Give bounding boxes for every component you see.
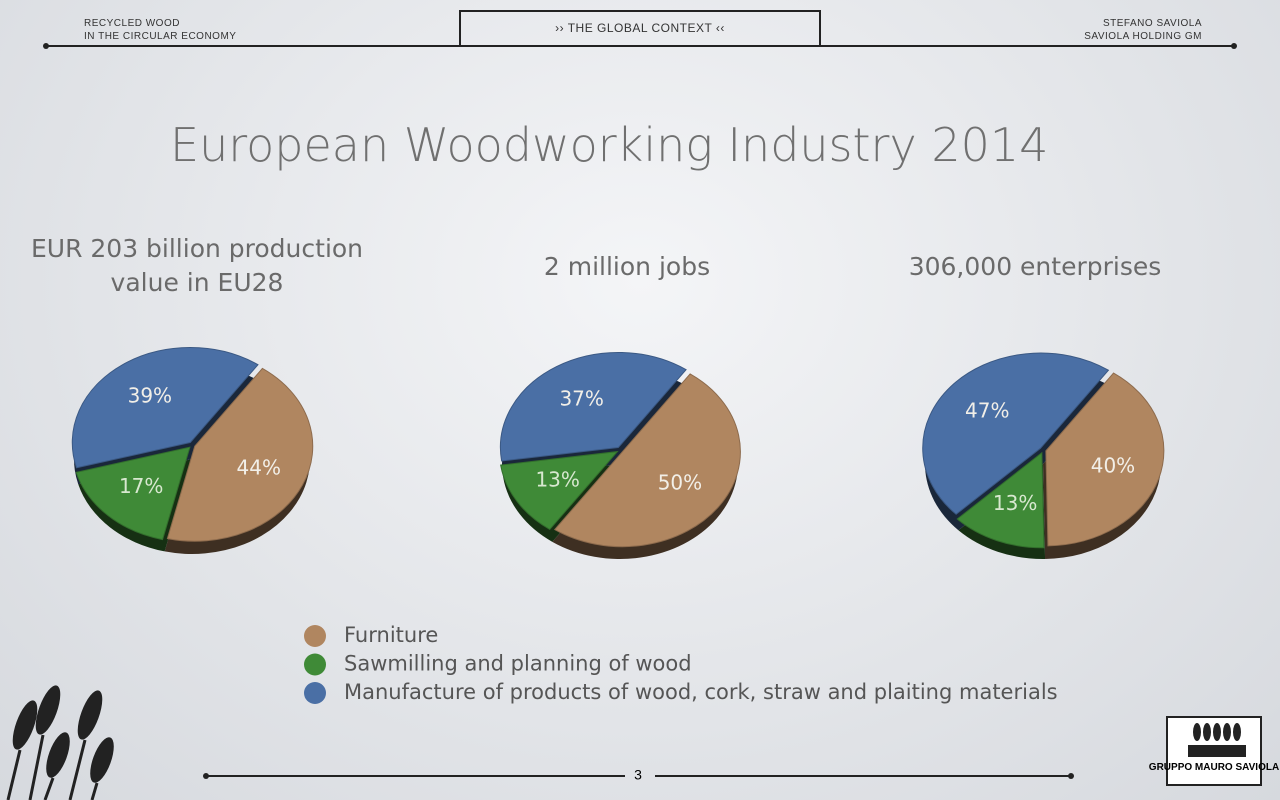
data-label: 50%: [658, 470, 702, 494]
page-number: 3: [634, 767, 642, 783]
slice: [500, 450, 619, 531]
header-box: [459, 10, 821, 47]
data-label: 40%: [1091, 454, 1135, 478]
legend-swatch: [304, 682, 326, 704]
slice: [499, 351, 687, 462]
data-label: 13%: [535, 467, 579, 491]
data-label: 17%: [119, 474, 163, 498]
legend-swatch: [304, 653, 326, 676]
legend-label: Manufacture of products of wood, cork, s…: [344, 680, 1058, 704]
slice: [166, 367, 314, 542]
slice: [1045, 372, 1165, 547]
data-label: 13%: [993, 491, 1037, 515]
header-text: STEFANO SAVIOLA: [1102, 18, 1202, 29]
legend-swatch: [304, 625, 326, 647]
chart-title: 306,000 enterprises: [908, 252, 1162, 281]
data-label: 47%: [965, 398, 1009, 422]
slice: [553, 373, 741, 548]
logo-trees: [1188, 723, 1246, 757]
data-label: 39%: [128, 383, 172, 407]
header-center: ›› THE GLOBAL CONTEXT ‹‹: [555, 21, 725, 35]
chart-title: 2 million jobs: [543, 252, 711, 281]
header-text: RECYCLED WOOD: [84, 18, 180, 29]
rule-end: [1068, 773, 1074, 779]
data-label: 37%: [559, 386, 603, 410]
slice: [71, 347, 259, 469]
slide-title: European Woodworking Industry 2014: [170, 118, 1049, 172]
logo-text: GRUPPO MAURO SAVIOLA: [1149, 762, 1279, 773]
slice: [956, 451, 1045, 549]
header-left: RECYCLED WOOD IN THE CIRCULAR ECONOMY: [84, 17, 236, 43]
legend-label: Furniture: [344, 623, 438, 647]
decoration: [6, 685, 114, 800]
rule-end: [43, 43, 49, 49]
slice: [922, 352, 1110, 515]
data-label: 44%: [237, 456, 281, 480]
chart-title: EUR 203 billion production value in EU28: [30, 234, 364, 297]
header-right: STEFANO SAVIOLA SAVIOLA HOLDING GM: [1084, 17, 1202, 43]
rule-end: [203, 773, 209, 779]
legend-label: Sawmilling and planning of wood: [344, 652, 692, 676]
header-text: IN THE CIRCULAR ECONOMY: [84, 31, 237, 42]
slice: [75, 446, 191, 541]
rule-end: [1231, 43, 1237, 49]
header-text: SAVIOLA HOLDING GM: [1084, 31, 1202, 42]
